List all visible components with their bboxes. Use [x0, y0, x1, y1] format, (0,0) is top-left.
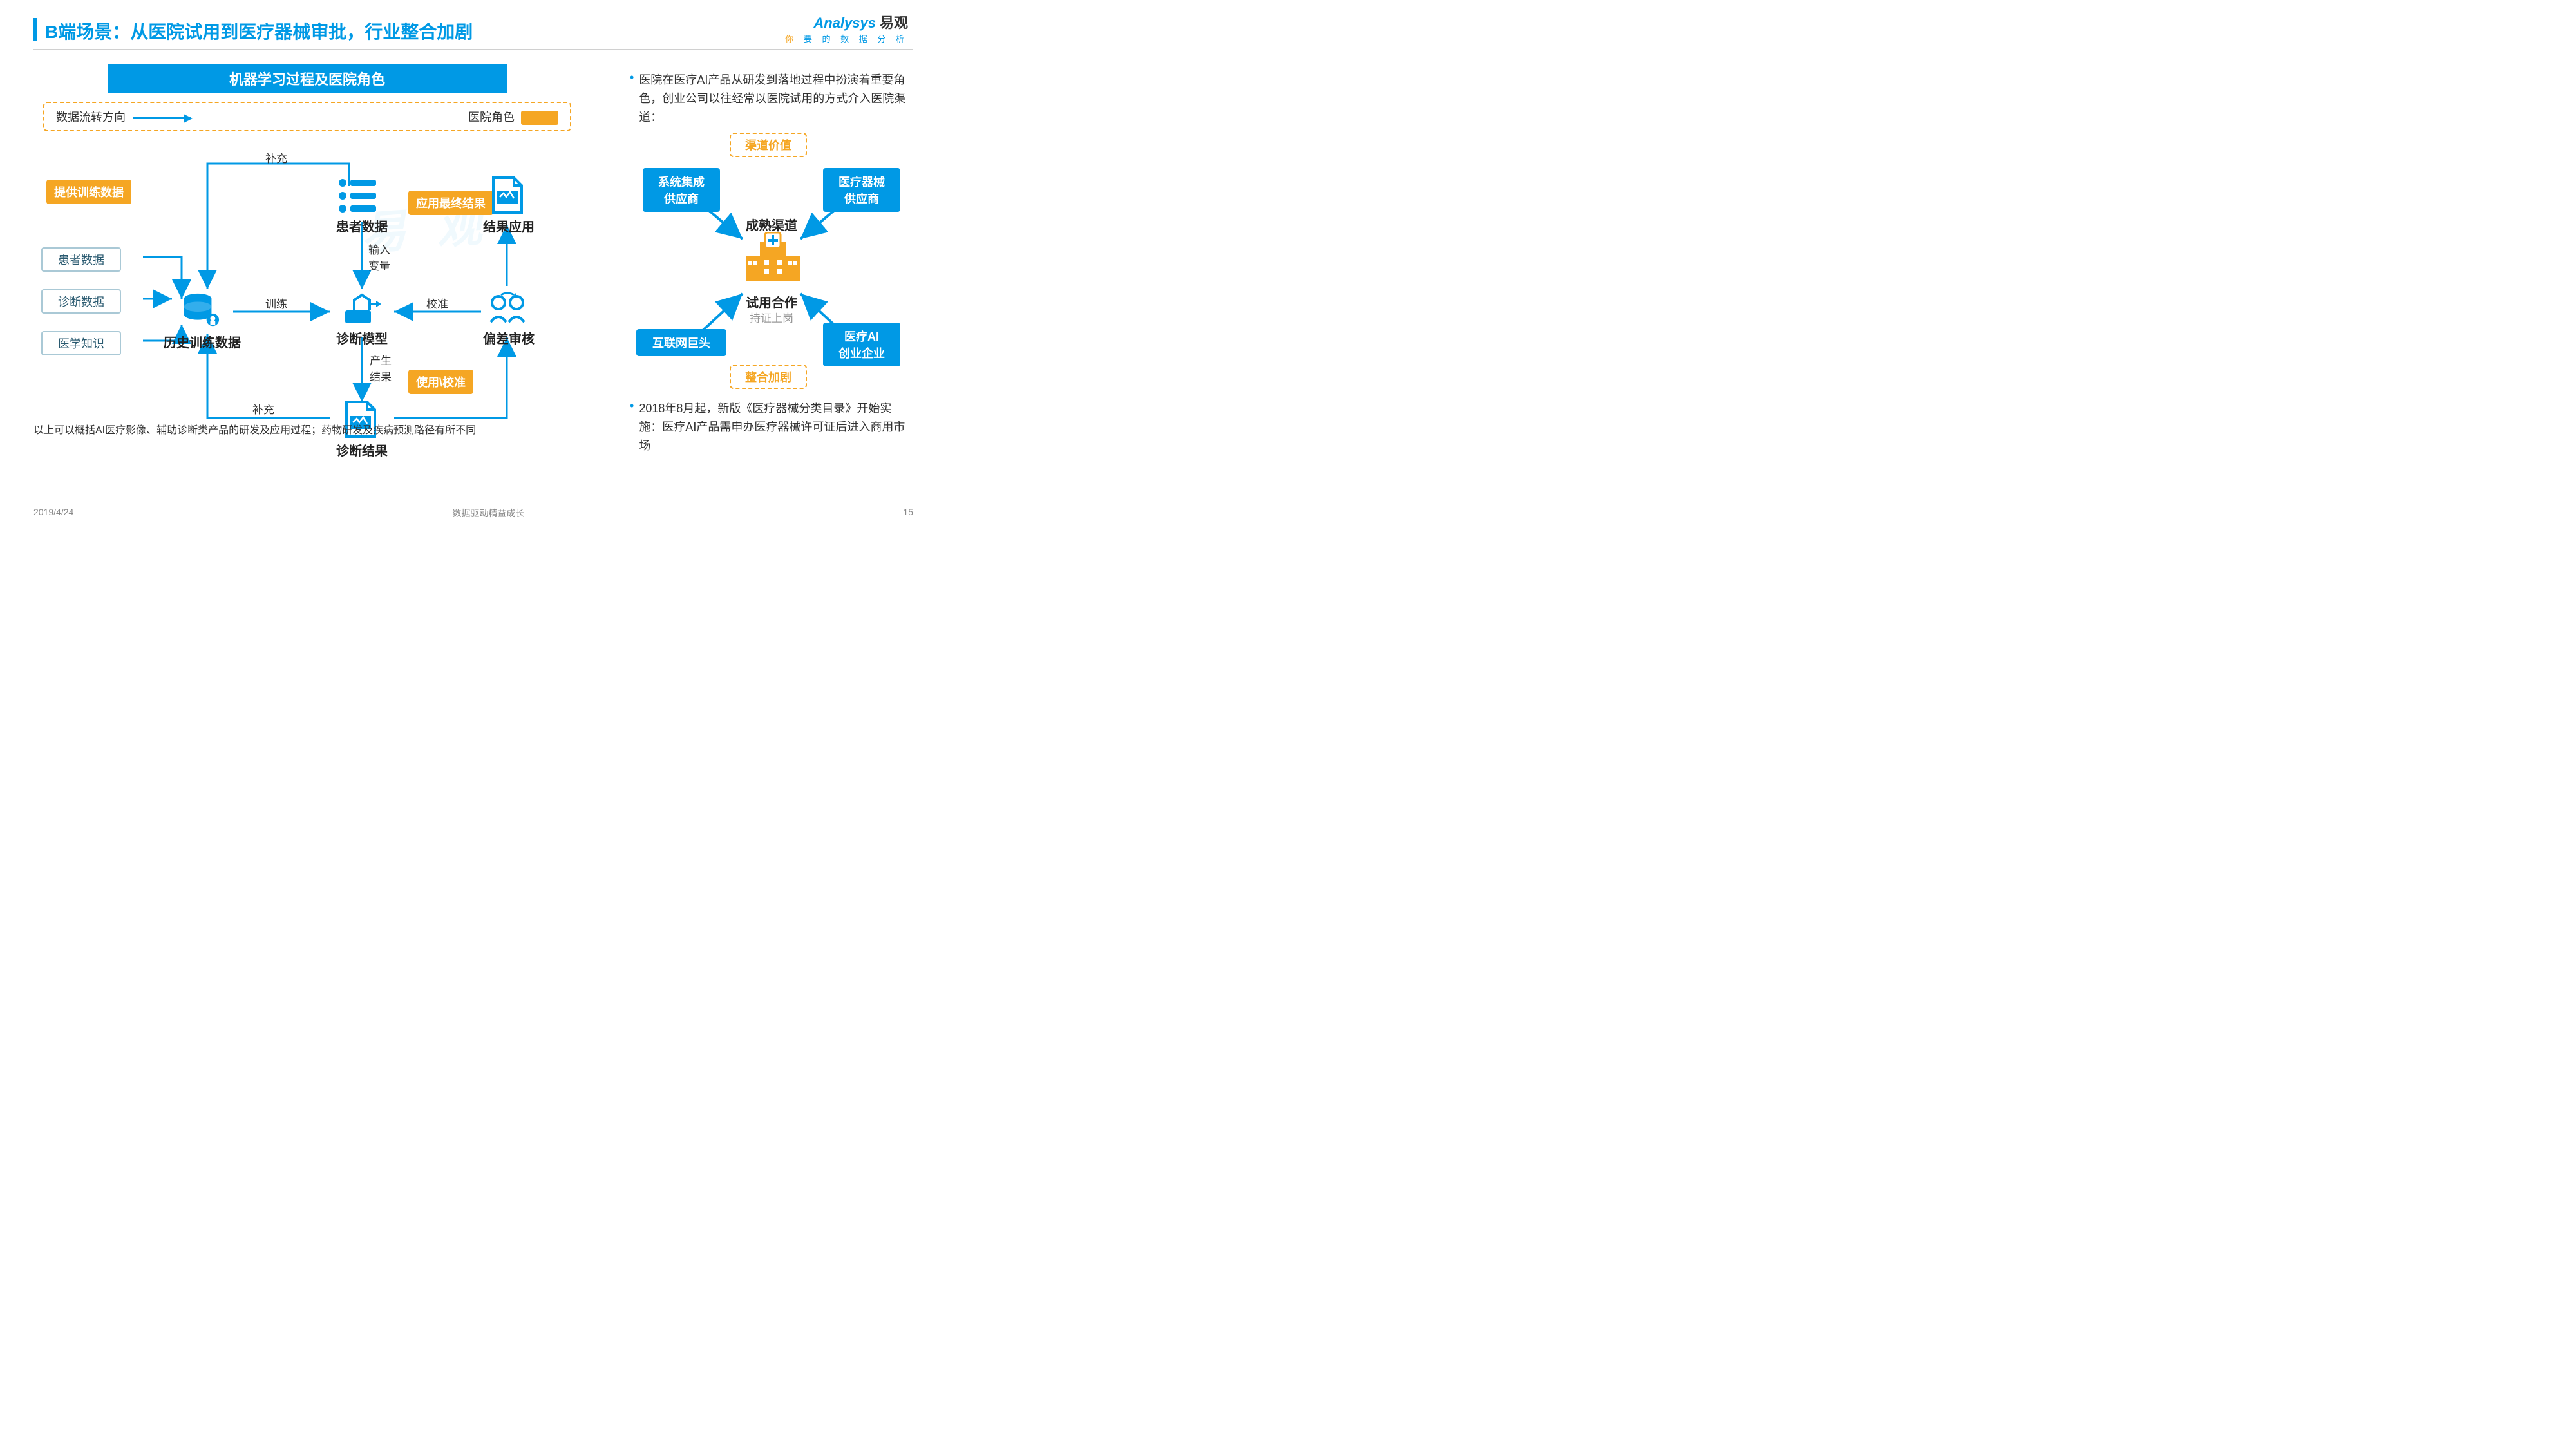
box-tr: 医疗器械 供应商 [823, 168, 900, 212]
hospital-icon [746, 232, 800, 284]
model-icon [341, 291, 383, 327]
label-model: 诊断模型 [330, 328, 394, 347]
src-patient: 患者数据 [41, 247, 121, 272]
database-icon [180, 291, 220, 331]
legend-box: 数据流转方向 医院角色 [43, 102, 571, 131]
label-mature: 成熟渠道 [630, 215, 913, 234]
box-br: 医疗AI 创业企业 [823, 323, 900, 366]
label-history: 历史训练数据 [151, 332, 254, 351]
e-supp-bot: 补充 [252, 401, 274, 417]
src-knowledge: 医学知识 [41, 331, 121, 355]
label-review: 偏差审核 [477, 328, 541, 347]
label-trial: 试用合作 [630, 292, 913, 311]
tag-integration: 整合加剧 [730, 365, 807, 389]
patient-list-icon [336, 176, 381, 215]
page-title: B端场景：从医院试用到医疗器械审批，行业整合加剧 [45, 18, 913, 44]
footnote: 以上可以概括AI医疗影像、辅助诊断类产品的研发及应用过程；药物研发及疾病预测路径… [33, 421, 476, 437]
brand-logo: Analysys易观 你 要 的 数 据 分 析 [785, 12, 908, 44]
label-apply: 结果应用 [477, 216, 541, 235]
bullet-1: •医院在医疗AI产品从研发到落地过程中扮演着重要角色，创业公司以往经常以医院试用… [630, 71, 913, 126]
e-input: 输入 变量 [368, 241, 390, 273]
label-result: 诊断结果 [330, 440, 394, 459]
review-icon [487, 291, 528, 327]
tag-apply: 应用最终结果 [408, 191, 493, 215]
e-produce: 产生 结果 [370, 352, 392, 384]
tag-use-calibrate: 使用\校准 [408, 370, 473, 394]
box-tl: 系统集成 供应商 [643, 168, 720, 212]
arrow-icon [133, 117, 191, 119]
e-supp-top: 补充 [265, 149, 287, 166]
channel-diagram: 渠道价值 系统集成 供应商 医疗器械 供应商 成熟渠道 试用合作 持证上岗 互联… [630, 133, 913, 390]
legend-flow-label: 数据流转方向 [56, 111, 126, 124]
e-train: 训练 [265, 295, 287, 311]
footer-page: 15 [903, 507, 913, 520]
footer: 2019/4/24 数据驱动精益成长 15 [33, 507, 913, 520]
e-calib: 校准 [426, 295, 448, 311]
tag-provide: 提供训练数据 [46, 180, 131, 204]
role-swatch [521, 111, 558, 125]
footer-date: 2019/4/24 [33, 507, 73, 520]
tag-channel-value: 渠道价值 [730, 133, 807, 157]
legend-role-label: 医院角色 [468, 111, 515, 124]
apply-doc-icon [491, 176, 524, 214]
footer-center: 数据驱动精益成长 [452, 507, 524, 520]
bullet-2: •2018年8月起，新版《医疗器械分类目录》开始实施：医疗AI产品需申办医疗器械… [630, 399, 913, 455]
section-title: 机器学习过程及医院角色 [108, 64, 507, 93]
label-patient: 患者数据 [323, 216, 401, 235]
box-bl: 互联网巨头 [636, 329, 726, 356]
src-diagnosis: 诊断数据 [41, 289, 121, 314]
